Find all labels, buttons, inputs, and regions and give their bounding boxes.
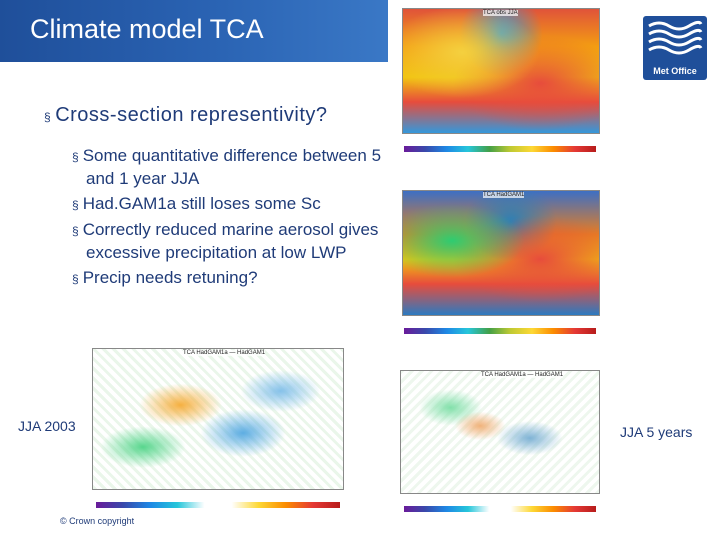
colorbar-middle-right	[404, 328, 596, 334]
map-bottom-left: TCA HadGAM1a — HadGAM1	[92, 348, 344, 490]
bullet-icon: §	[44, 110, 52, 124]
slide-title: Climate model TCA	[30, 14, 264, 44]
sub-bullet-list: § Some quantitative difference between 5 …	[72, 145, 392, 293]
sub-bullet: § Precip needs retuning?	[72, 267, 392, 290]
map-title: TCA obs JJA	[483, 10, 518, 16]
sub-bullet-text: Precip needs retuning?	[82, 268, 258, 287]
main-bullet: § Cross-section representivity?	[44, 104, 328, 127]
label-jja-5-years: JJA 5 years	[618, 424, 695, 440]
met-office-logo: Met Office	[643, 16, 707, 80]
sub-bullet-text: Correctly reduced marine aerosol gives e…	[82, 220, 379, 262]
title-bar: Climate model TCA	[0, 0, 388, 62]
sub-bullet: § Had.GAM1a still loses some Sc	[72, 193, 392, 216]
map-middle-right: TCA HadGAM1	[402, 190, 600, 316]
wave-icon	[648, 20, 703, 55]
main-bullet-text: Cross-section representivity?	[55, 104, 328, 126]
map-title: TCA HadGAM1a — HadGAM1	[183, 350, 266, 356]
copyright: © Crown copyright	[60, 516, 135, 526]
colorbar-bottom-left	[96, 502, 340, 508]
bullet-icon: §	[72, 224, 79, 238]
logo-text: Met Office	[653, 66, 697, 76]
map-title: TCA HadGAM1	[483, 192, 525, 198]
bullet-icon: §	[72, 198, 79, 212]
sub-bullet-text: Had.GAM1a still loses some Sc	[82, 194, 321, 213]
colorbar-bottom-right	[404, 506, 596, 512]
bullet-icon: §	[72, 150, 79, 164]
sub-bullet-text: Some quantitative difference between 5 a…	[82, 146, 382, 188]
label-jja-2003: JJA 2003	[16, 418, 78, 434]
colorbar-top-right	[404, 146, 596, 152]
map-title: TCA HadGAM1a — HadGAM1	[481, 372, 564, 378]
sub-bullet: § Some quantitative difference between 5 …	[72, 145, 392, 190]
bullet-icon: §	[72, 272, 79, 286]
map-bottom-right: TCA HadGAM1a — HadGAM1	[400, 370, 600, 494]
sub-bullet: § Correctly reduced marine aerosol gives …	[72, 219, 392, 264]
map-top-right: TCA obs JJA	[402, 8, 600, 134]
